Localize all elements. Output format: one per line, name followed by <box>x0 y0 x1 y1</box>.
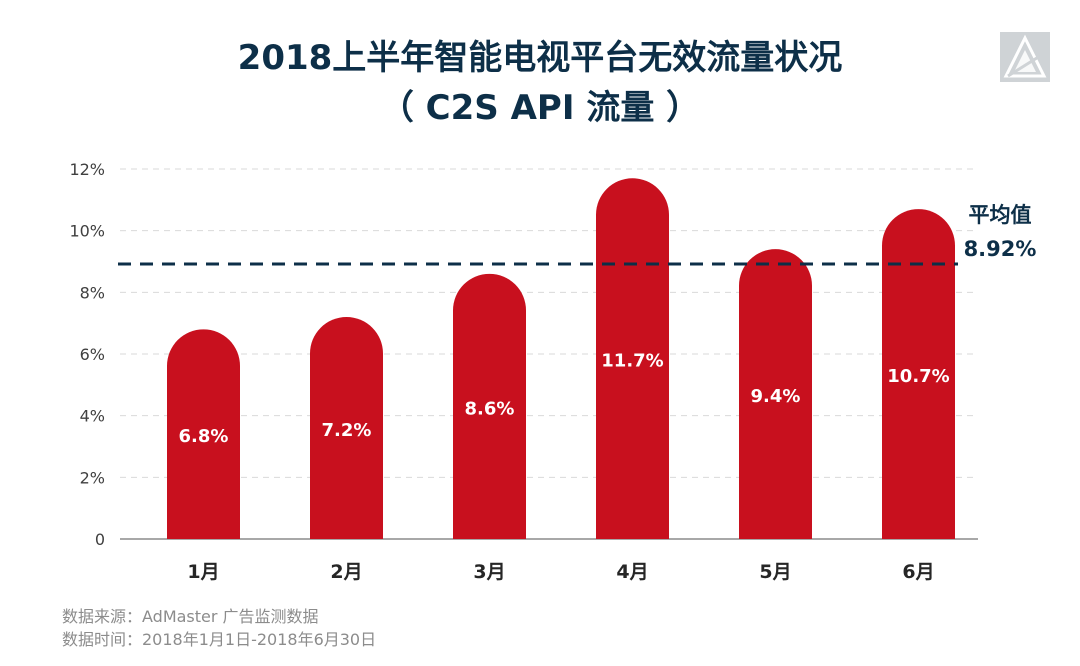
data-period-note: 数据时间：2018年1月1日-2018年6月30日 <box>62 630 377 649</box>
bar-value-label: 7.2% <box>322 420 372 441</box>
average-label: 平均值 <box>969 203 1032 227</box>
bar-value-label: 10.7% <box>887 366 949 387</box>
bar <box>739 249 812 539</box>
bar <box>882 209 955 539</box>
bar-value-label: 8.6% <box>465 398 515 419</box>
y-tick-label: 8% <box>80 283 105 302</box>
x-tick-label: 5月 <box>759 561 791 583</box>
x-tick-label: 1月 <box>187 561 219 583</box>
bar <box>167 329 240 539</box>
admaster-triangle-logo-icon <box>1000 32 1050 82</box>
chart-subtitle: （ C2S API 流量 ） <box>379 88 701 128</box>
y-tick-label: 4% <box>80 407 105 426</box>
bar-value-label: 11.7% <box>601 351 663 372</box>
y-tick-label: 0 <box>95 530 105 549</box>
bar <box>310 317 383 539</box>
y-tick-label: 6% <box>80 345 105 364</box>
x-tick-label: 3月 <box>473 561 505 583</box>
x-tick-label: 2月 <box>330 561 362 583</box>
chart-title: 2018上半年智能电视平台无效流量状况 <box>237 38 843 78</box>
average-value-label: 8.92% <box>964 237 1037 261</box>
bar-value-label: 6.8% <box>179 426 229 447</box>
y-tick-label: 2% <box>80 468 105 487</box>
y-tick-label: 10% <box>69 222 105 241</box>
bar-value-label: 9.4% <box>751 386 801 407</box>
y-tick-label: 12% <box>69 160 105 179</box>
x-tick-label: 6月 <box>902 561 934 583</box>
x-tick-label: 4月 <box>616 561 648 583</box>
data-source-note: 数据来源：AdMaster 广告监测数据 <box>62 607 319 626</box>
bar <box>453 273 526 539</box>
bar <box>596 178 669 539</box>
